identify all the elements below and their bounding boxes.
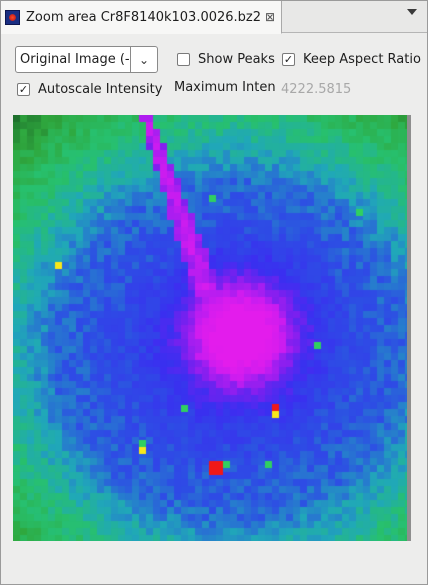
image-border [407,115,411,541]
detector-image-canvas[interactable] [13,115,407,541]
maximum-intensity-label: Maximum Inten [174,80,276,95]
zoom-image[interactable] [13,115,411,541]
close-icon[interactable]: ⊠ [265,10,276,24]
keep-aspect-ratio-label: Keep Aspect Ratio [303,52,421,67]
checkbox-box[interactable]: ✓ [17,83,30,96]
tab-title: Zoom area Cr8F8140k103.0026.bz2 [26,9,262,25]
image-mode-select[interactable]: Original Image (- ⌄ [15,46,158,73]
chevron-down-icon[interactable]: ⌄ [130,47,157,72]
tab-bar: Zoom area Cr8F8140k103.0026.bz2 ⊠ [1,1,427,34]
show-peaks-checkbox[interactable]: Show Peaks [177,52,275,67]
maximum-intensity-field[interactable]: 4222.5815 [281,82,352,97]
checkbox-box[interactable]: ✓ [282,53,295,66]
view-menu-chevron-icon[interactable] [407,9,417,15]
show-peaks-label: Show Peaks [198,52,275,67]
keep-aspect-ratio-checkbox[interactable]: ✓ Keep Aspect Ratio [282,52,421,67]
autoscale-intensity-label: Autoscale Intensity [38,82,163,97]
checkbox-box[interactable] [177,53,190,66]
zoom-view-icon [5,9,20,25]
autoscale-intensity-checkbox[interactable]: ✓ Autoscale Intensity [17,82,162,97]
tab-zoom-area[interactable]: Zoom area Cr8F8140k103.0026.bz2 ⊠ [1,1,282,34]
image-mode-value: Original Image (- [20,52,130,67]
